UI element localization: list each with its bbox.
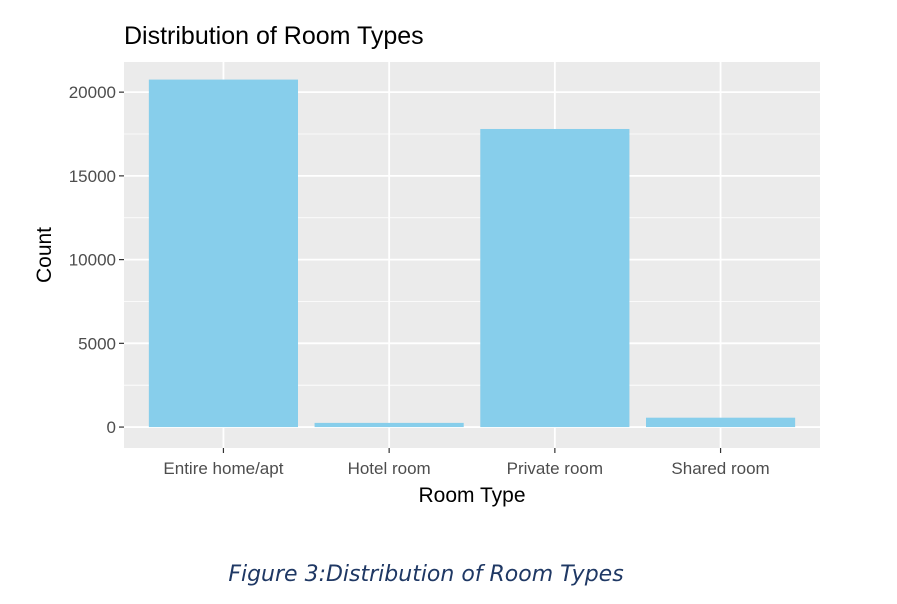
x-tick-label: Private room — [507, 459, 603, 478]
x-axis-title: Room Type — [419, 484, 526, 507]
figure-caption: Figure 3:Distribution of Room Types — [228, 562, 624, 587]
y-tick-label: 10000 — [69, 251, 116, 270]
y-axis-title: Count — [33, 227, 56, 283]
bars — [148, 79, 796, 428]
y-tick-label: 20000 — [69, 83, 116, 102]
y-axis: 0 5000 10000 15000 20000 — [69, 83, 124, 437]
x-axis: Entire home/apt Hotel room Private room Sha… — [163, 448, 770, 478]
chart-title: Distribution of Room Types — [124, 22, 424, 50]
y-tick-label: 0 — [107, 418, 116, 437]
bar-private-room — [480, 128, 630, 428]
bar-hotel-room — [314, 422, 464, 428]
bar-entire-home-apt — [148, 79, 298, 428]
bar-shared-room — [646, 417, 796, 428]
x-tick-label: Shared room — [671, 459, 769, 478]
bar-chart: Distribution of Room Types 0 5000 10000 150… — [33, 22, 820, 507]
y-tick-label: 5000 — [78, 334, 116, 353]
y-tick-label: 15000 — [69, 167, 116, 186]
x-tick-label: Entire home/apt — [163, 459, 283, 478]
x-tick-label: Hotel room — [348, 459, 431, 478]
